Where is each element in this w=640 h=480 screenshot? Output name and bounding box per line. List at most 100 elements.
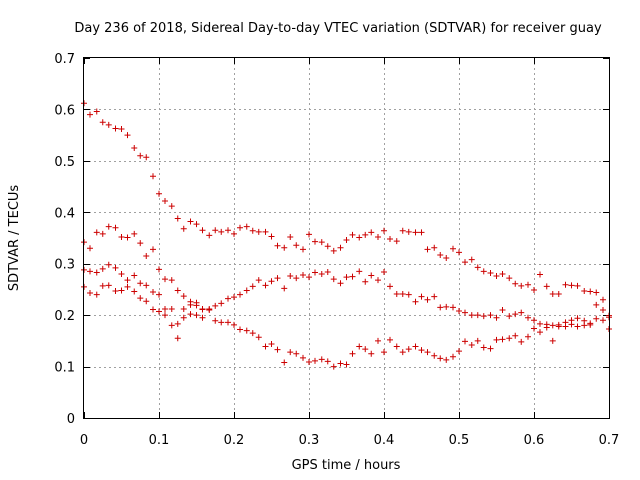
data-point <box>349 231 356 238</box>
data-point <box>105 223 112 230</box>
data-point <box>118 233 125 240</box>
data-point <box>324 268 331 275</box>
data-point <box>162 197 168 204</box>
data-point <box>300 272 306 279</box>
y-tick-label: 0.6 <box>54 103 75 118</box>
data-point <box>87 290 93 297</box>
data-point <box>499 271 506 277</box>
data-point <box>274 242 281 249</box>
data-point <box>368 350 375 357</box>
data-point <box>212 227 219 234</box>
data-point <box>587 320 594 327</box>
data-point <box>93 108 100 115</box>
data-point <box>199 227 206 234</box>
data-point <box>387 283 393 290</box>
data-point <box>99 265 106 272</box>
data-point <box>137 295 144 302</box>
data-point <box>587 288 594 295</box>
data-point <box>549 291 556 298</box>
y-tick-label: 0.2 <box>54 309 75 324</box>
data-point <box>168 322 175 329</box>
data-point <box>150 289 156 295</box>
data-point <box>493 336 500 343</box>
x-axis-label: GPS time / hours <box>292 458 401 473</box>
data-point <box>156 308 162 315</box>
data-point <box>212 317 219 324</box>
data-point <box>112 264 119 271</box>
data-point <box>543 324 550 331</box>
data-point <box>143 154 150 161</box>
data-point <box>456 348 462 355</box>
data-point <box>93 229 100 236</box>
data-point <box>180 305 187 312</box>
data-point <box>118 271 125 277</box>
data-point <box>493 314 500 321</box>
data-point <box>162 276 168 283</box>
data-point <box>443 255 450 262</box>
data-point <box>356 268 363 275</box>
data-point <box>312 357 318 364</box>
data-point <box>412 229 419 236</box>
data-point <box>281 244 288 251</box>
data-point <box>268 233 275 240</box>
data-point <box>512 332 519 339</box>
data-point <box>593 289 600 296</box>
y-tick-label: 0.1 <box>54 361 75 376</box>
data-point <box>287 349 294 356</box>
data-point <box>525 281 531 288</box>
data-point <box>168 277 175 284</box>
data-point <box>405 291 412 298</box>
data-point <box>187 218 194 225</box>
data-point <box>399 349 406 356</box>
data-point <box>349 350 356 357</box>
data-point <box>480 344 487 351</box>
data-point <box>330 247 337 254</box>
data-point <box>337 360 344 367</box>
data-point <box>480 268 487 275</box>
data-point <box>105 121 112 128</box>
data-point <box>268 278 275 285</box>
data-point <box>180 225 187 232</box>
data-point <box>150 246 156 253</box>
data-point <box>593 315 600 322</box>
data-point <box>218 300 225 307</box>
data-points <box>81 100 612 370</box>
data-point <box>168 203 175 210</box>
data-point <box>424 246 431 253</box>
data-point <box>287 273 294 280</box>
data-point <box>193 312 200 319</box>
y-tick-label: 0 <box>67 412 75 427</box>
data-point <box>93 269 100 276</box>
data-point <box>431 293 438 300</box>
data-point <box>243 287 250 294</box>
data-point <box>87 245 93 252</box>
data-point <box>362 346 369 353</box>
data-point <box>118 125 125 132</box>
data-point <box>262 343 269 350</box>
y-tick-labels: 0 0.1 0.2 0.3 0.4 0.5 0.6 0.7 <box>54 52 75 427</box>
data-point <box>137 240 144 247</box>
data-point <box>162 305 168 312</box>
data-point <box>537 320 543 327</box>
data-point <box>131 272 138 279</box>
x-tick-label: 0.7 <box>599 433 620 448</box>
data-point <box>131 230 138 237</box>
data-point <box>337 280 344 287</box>
data-point <box>124 277 131 284</box>
data-point <box>206 232 213 239</box>
data-point <box>555 323 562 330</box>
data-point <box>424 349 431 356</box>
data-point <box>368 229 375 236</box>
data-point <box>143 282 150 289</box>
data-point <box>187 301 194 308</box>
data-point <box>281 285 288 292</box>
data-point <box>393 238 400 245</box>
data-point <box>150 173 156 180</box>
data-point <box>574 315 581 322</box>
y-tick-label: 0.4 <box>54 206 75 221</box>
data-point <box>381 227 387 234</box>
data-point <box>243 223 250 230</box>
data-point <box>343 237 350 244</box>
data-point <box>493 273 500 280</box>
data-point <box>225 295 231 302</box>
